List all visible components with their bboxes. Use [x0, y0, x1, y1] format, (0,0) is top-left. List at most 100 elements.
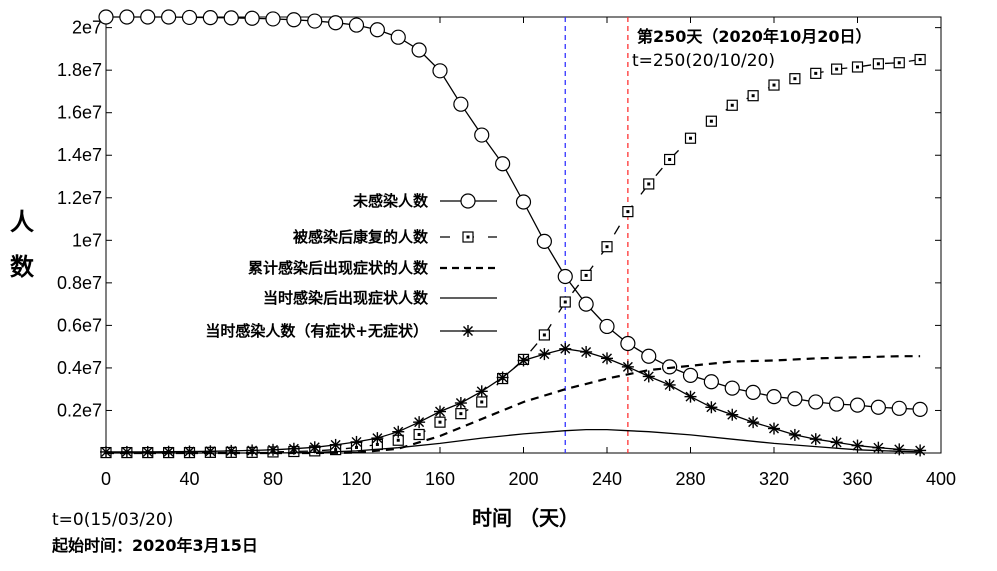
point-recovered-dot [793, 77, 797, 81]
point-uninfected [912, 401, 928, 417]
point-current-infected-d2 [288, 443, 299, 454]
point-current-infected [100, 445, 112, 458]
point-recovered-dot [751, 94, 755, 98]
x-tick-label: 0 [101, 469, 111, 489]
point-current-infected [413, 416, 426, 429]
point-current-infected [914, 444, 927, 457]
point-recovered [726, 99, 738, 111]
point-recovered [664, 153, 676, 166]
point-uninfected [140, 9, 156, 25]
point-current-infected [872, 441, 885, 454]
y-axis-label-1: 人 [10, 208, 34, 236]
point-recovered [622, 206, 634, 218]
point-uninfected [286, 12, 302, 28]
annotation-day250-plain: t=250(20/10/20) [632, 51, 775, 71]
point-current-infected-d2 [894, 444, 905, 455]
point-recovered [705, 115, 717, 127]
point-current-infected-d2 [831, 437, 842, 448]
point-current-infected-d2 [581, 346, 592, 357]
point-current-infected-d2 [163, 446, 174, 457]
series-line-current-symptomatic [106, 428, 921, 454]
point-recovered [893, 57, 905, 69]
point-current-infected [162, 445, 175, 458]
point-current-infected [601, 352, 613, 365]
legend-label: 当时感染后出现症状人数 [263, 289, 429, 307]
point-current-infected [475, 385, 488, 398]
point-current-infected [120, 445, 133, 458]
point-current-infected [788, 428, 801, 441]
point-current-infected-d2 [205, 446, 216, 457]
point-recovered-dot [584, 273, 588, 277]
legend: 未感染人数被感染后康复的人数累计感染后出现症状的人数当时感染后出现症状人数当时感… [205, 192, 497, 340]
point-recovered [851, 61, 864, 73]
point-uninfected [641, 348, 657, 364]
point-current-infected [329, 438, 342, 451]
point-current-infected [642, 370, 655, 383]
point-recovered-dot [605, 245, 609, 249]
point-uninfected [432, 63, 448, 79]
legend-label: 当时感染人数（有症状+无症状） [205, 322, 428, 340]
point-uninfected [578, 296, 594, 312]
point-recovered-dot [563, 300, 567, 304]
point-current-infected-d2 [706, 402, 717, 413]
point-uninfected [745, 384, 761, 400]
point-current-infected [141, 445, 154, 458]
x-tick-label: 360 [842, 469, 872, 489]
point-current-infected-d2 [309, 442, 320, 453]
point-current-infected [454, 397, 467, 410]
x-tick-label: 200 [508, 469, 538, 489]
point-current-infected-d2 [268, 444, 278, 455]
x-tick-label: 320 [759, 469, 789, 489]
legend-marker [460, 193, 476, 209]
point-current-infected-d2 [476, 386, 487, 397]
point-recovered [601, 241, 613, 253]
legend-marker [462, 231, 474, 243]
point-recovered-dot [647, 182, 651, 186]
point-uninfected [808, 394, 824, 410]
point-recovered-dot [689, 136, 692, 140]
point-current-infected [183, 445, 196, 458]
legend-label: 未感染人数 [352, 192, 429, 210]
y-tick-label: 1.8e7 [57, 60, 102, 80]
point-recovered-dot [709, 119, 713, 123]
point-current-infected-d2 [560, 343, 571, 354]
series-line-uninfected [106, 16, 921, 411]
point-recovered [538, 329, 550, 341]
point-current-infected [851, 439, 864, 452]
point-current-infected [204, 445, 217, 458]
point-uninfected [495, 156, 511, 172]
point-recovered-dot [876, 62, 880, 66]
point-current-infected-d2 [643, 371, 654, 382]
point-current-infected [350, 435, 363, 448]
point-recovered-dot [835, 67, 839, 71]
point-recovered [872, 58, 884, 70]
point-current-infected-d2 [748, 417, 759, 428]
point-current-infected-d2 [101, 446, 111, 457]
series-line-cumulative-symptomatic [106, 355, 921, 455]
y-tick-label: 0.2e7 [57, 400, 102, 420]
plot-frame [105, 16, 942, 454]
point-current-infected-d2 [226, 445, 237, 456]
series-current-infected [100, 342, 927, 458]
y-tick-label: 2e7 [72, 18, 102, 38]
x-tick-label: 280 [675, 469, 705, 489]
point-recovered-dot [438, 420, 442, 424]
point-recovered-dot [542, 333, 546, 337]
legend-label: 累计感染后出现症状的人数 [248, 259, 429, 277]
point-recovered [768, 79, 780, 91]
point-recovered-dot [856, 65, 859, 69]
point-uninfected [829, 396, 845, 412]
point-current-infected [225, 444, 238, 457]
point-uninfected [244, 10, 260, 26]
y-tick-label: 0.4e7 [57, 358, 102, 378]
point-uninfected [557, 268, 573, 285]
legend-marker-dot [466, 235, 470, 239]
point-current-infected [287, 442, 300, 455]
axes-ticks: 0 40 80 120 160 200 240 280 320 360 400 0.2e7 0.4e7 0… [57, 17, 956, 489]
point-recovered-dot [417, 432, 421, 436]
point-current-infected [663, 378, 676, 391]
series-current-symptomatic [106, 428, 921, 454]
point-recovered-dot [897, 61, 901, 65]
start-t-label: t=0(15/03/20) [52, 510, 173, 530]
y-axis-label-2: 数 [10, 253, 35, 281]
